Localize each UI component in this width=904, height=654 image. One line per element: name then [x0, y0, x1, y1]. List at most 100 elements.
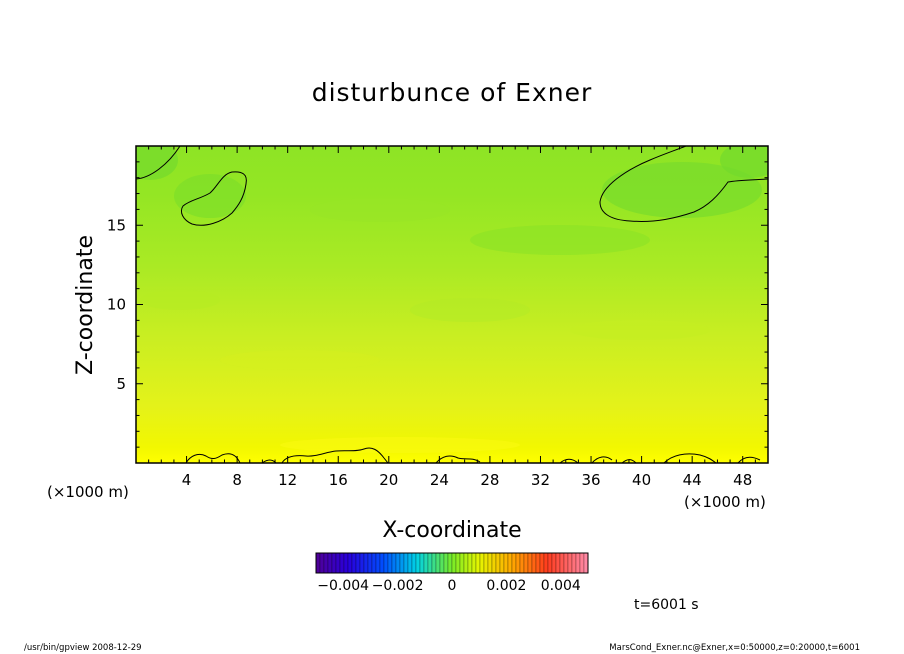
- colorbar-cell: [563, 552, 569, 574]
- colorbar-tick-label: 0.004: [541, 578, 581, 594]
- colorbar-cell: [375, 552, 381, 574]
- colorbar-cell: [395, 552, 401, 574]
- colorbar-cell: [451, 552, 457, 574]
- colorbar-cell: [435, 552, 441, 574]
- y-tick-label: 10: [107, 296, 126, 314]
- colorbar-cell: [411, 552, 417, 574]
- contour-line: [281, 447, 389, 463]
- contour-line: [737, 456, 761, 463]
- colorbar-cell: [491, 552, 497, 574]
- colorbar-tick-label: 0.002: [486, 578, 526, 594]
- colorbar-cell: [459, 552, 465, 574]
- field-patch: [220, 350, 380, 370]
- colorbar-cell: [319, 552, 325, 574]
- x-tick-label: 36: [581, 471, 600, 489]
- colorbar-cell: [579, 552, 585, 574]
- colorbar-cell: [327, 552, 333, 574]
- colorbar-cell: [447, 552, 453, 574]
- colorbar-cell: [355, 552, 361, 574]
- x-tick-label: 40: [632, 471, 651, 489]
- colorbar-tick-label: 0: [448, 578, 457, 594]
- colorbar-cell: [467, 552, 473, 574]
- x-tick-label: 8: [232, 471, 242, 489]
- colorbar-cell: [351, 552, 357, 574]
- colorbar-cell: [571, 552, 577, 574]
- colorbar-cell: [551, 552, 557, 574]
- x-tick-label: 44: [683, 471, 702, 489]
- colorbar-cell: [567, 552, 573, 574]
- colorbar-cell: [503, 552, 509, 574]
- field-patch: [470, 225, 650, 255]
- field-patch: [602, 162, 762, 218]
- field-patch: [280, 437, 520, 453]
- colorbar: −0.004 −0.002 0 0.002 0.004: [315, 552, 589, 594]
- colorbar-cell: [475, 552, 481, 574]
- colorbar-tick-label: −0.004: [317, 578, 369, 594]
- colorbar-cell: [323, 552, 329, 574]
- colorbar-cell: [463, 552, 469, 574]
- x-tick-label: 16: [329, 471, 348, 489]
- y-axis-ticks: 5 10 15: [107, 161, 768, 448]
- colorbar-cell: [523, 552, 529, 574]
- y-tick-label: 15: [107, 216, 126, 234]
- contour-line: [663, 453, 717, 463]
- colorbar-cell: [379, 552, 385, 574]
- colorbar-cell: [335, 552, 341, 574]
- colorbar-cell: [539, 552, 545, 574]
- colorbar-cell: [455, 552, 461, 574]
- chart-title: disturbunce of Exner: [312, 78, 593, 107]
- colorbar-cell: [315, 552, 321, 574]
- colorbar-cell: [543, 552, 549, 574]
- y-tick-label: 5: [116, 375, 126, 393]
- colorbar-cell: [407, 552, 413, 574]
- field-patch: [570, 320, 710, 340]
- colorbar-cell: [495, 552, 501, 574]
- y-axis-label: Z-coordinate: [73, 235, 98, 375]
- contour-line: [435, 455, 481, 463]
- colorbar-cell: [339, 552, 345, 574]
- colorbar-cell: [555, 552, 561, 574]
- colorbar-cell: [363, 552, 369, 574]
- colorbar-cell: [331, 552, 337, 574]
- field-patch: [140, 290, 220, 310]
- colorbar-cell: [471, 552, 477, 574]
- colorbar-cell: [531, 552, 537, 574]
- contour-line: [599, 146, 768, 222]
- colorbar-cell: [499, 552, 505, 574]
- x-tick-label: 48: [733, 471, 752, 489]
- colorbar-cell: [487, 552, 493, 574]
- colorbar-cell: [415, 552, 421, 574]
- contour-line: [591, 456, 613, 463]
- colorbar-cell: [519, 552, 525, 574]
- colorbar-frame: [315, 552, 589, 574]
- field-patch: [310, 198, 450, 222]
- colorbar-cell: [527, 552, 533, 574]
- colorbar-ticks: −0.004 −0.002 0 0.002 0.004: [317, 578, 581, 594]
- colorbar-cell: [427, 552, 433, 574]
- colorbar-cell: [431, 552, 437, 574]
- colorbar-cell: [371, 552, 377, 574]
- heatmap-field: [136, 146, 768, 463]
- colorbar-cell: [367, 552, 373, 574]
- colorbar-cell: [343, 552, 349, 574]
- colorbar-cell: [547, 552, 553, 574]
- x-unit-label-right: (×1000 m): [684, 493, 766, 511]
- x-axis-ticks: 4 8 12 16 20 24 28 32 36 40 44 48: [148, 146, 756, 489]
- colorbar-cell: [511, 552, 517, 574]
- colorbar-cell: [403, 552, 409, 574]
- colorbar-cell: [483, 552, 489, 574]
- colorbar-cell: [479, 552, 485, 574]
- contour-line: [136, 146, 181, 180]
- colorbar-cell: [359, 552, 365, 574]
- footer-left: /usr/bin/gpview 2008-12-29: [24, 643, 142, 653]
- colorbar-cell: [559, 552, 565, 574]
- colorbar-cell: [387, 552, 393, 574]
- colorbar-cell: [575, 552, 581, 574]
- time-label: t=6001 s: [634, 597, 699, 613]
- colorbar-cell: [583, 552, 589, 574]
- colorbar-cell: [391, 552, 397, 574]
- colorbar-cell: [399, 552, 405, 574]
- colorbar-cell: [439, 552, 445, 574]
- x-axis-label: X-coordinate: [382, 518, 521, 543]
- field-patch: [174, 174, 246, 218]
